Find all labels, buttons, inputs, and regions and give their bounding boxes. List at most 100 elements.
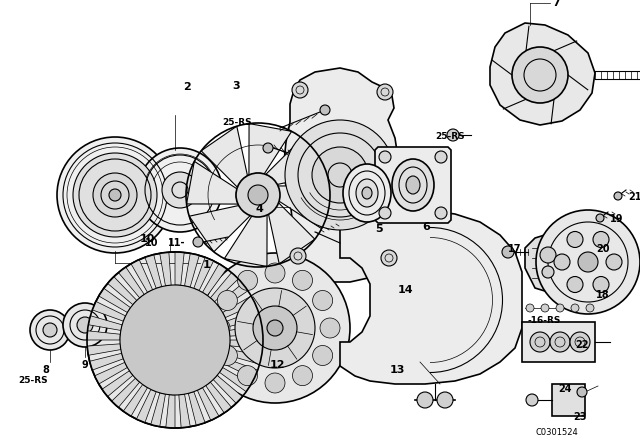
Circle shape [312, 345, 333, 366]
Text: 10: 10 [140, 234, 156, 244]
Circle shape [593, 232, 609, 247]
Circle shape [292, 271, 312, 290]
Polygon shape [88, 316, 122, 331]
Polygon shape [249, 124, 292, 175]
Polygon shape [266, 138, 327, 185]
Circle shape [540, 247, 556, 263]
Circle shape [265, 263, 285, 283]
Circle shape [138, 148, 222, 232]
Circle shape [554, 254, 570, 270]
Polygon shape [284, 68, 398, 282]
Polygon shape [194, 257, 214, 291]
Polygon shape [166, 395, 175, 428]
Circle shape [87, 252, 263, 428]
Polygon shape [211, 272, 238, 302]
Text: 14: 14 [398, 285, 413, 295]
Polygon shape [223, 296, 255, 318]
Circle shape [253, 306, 297, 350]
Polygon shape [188, 392, 205, 426]
Polygon shape [102, 371, 133, 396]
Text: 23: 23 [573, 412, 586, 422]
Polygon shape [228, 349, 262, 364]
Circle shape [417, 392, 433, 408]
Circle shape [218, 345, 237, 366]
Polygon shape [227, 310, 260, 327]
Text: 1: 1 [203, 260, 211, 270]
Polygon shape [189, 206, 250, 252]
Polygon shape [202, 264, 227, 296]
Text: 9: 9 [81, 360, 88, 370]
Circle shape [312, 147, 368, 203]
Circle shape [63, 303, 107, 347]
Circle shape [578, 252, 598, 272]
Ellipse shape [343, 164, 391, 222]
Circle shape [536, 210, 640, 314]
Text: 19: 19 [610, 214, 623, 224]
Polygon shape [112, 378, 140, 407]
Polygon shape [490, 23, 595, 125]
Circle shape [290, 248, 306, 264]
Circle shape [43, 323, 57, 337]
Text: 20: 20 [596, 244, 609, 254]
Text: 21: 21 [628, 192, 640, 202]
Text: 25-RS: 25-RS [435, 132, 465, 141]
Circle shape [437, 392, 453, 408]
Polygon shape [229, 325, 263, 336]
Circle shape [73, 153, 157, 237]
Circle shape [556, 304, 564, 312]
Circle shape [248, 185, 268, 205]
Polygon shape [213, 375, 243, 403]
Circle shape [57, 137, 173, 253]
Circle shape [162, 172, 198, 208]
Polygon shape [124, 384, 147, 416]
Polygon shape [95, 362, 127, 384]
Polygon shape [278, 186, 330, 228]
Text: 2: 2 [183, 82, 191, 92]
Polygon shape [145, 254, 162, 289]
Text: 4: 4 [256, 204, 264, 214]
Polygon shape [184, 253, 199, 287]
Circle shape [570, 332, 590, 352]
Circle shape [320, 318, 340, 338]
Circle shape [237, 271, 257, 290]
Circle shape [596, 214, 604, 222]
Circle shape [109, 189, 121, 201]
Text: 12: 12 [270, 360, 285, 370]
Circle shape [263, 143, 273, 153]
Circle shape [526, 394, 538, 406]
Polygon shape [118, 267, 144, 298]
Circle shape [77, 317, 93, 333]
Polygon shape [522, 322, 595, 362]
Circle shape [447, 129, 459, 141]
Text: 22: 22 [575, 340, 589, 350]
Ellipse shape [406, 176, 420, 194]
Circle shape [567, 276, 583, 293]
Ellipse shape [356, 179, 378, 207]
Circle shape [542, 266, 554, 278]
Circle shape [265, 373, 285, 393]
Polygon shape [160, 252, 171, 286]
Text: -16-RS: -16-RS [528, 316, 561, 325]
Circle shape [541, 304, 549, 312]
Circle shape [285, 120, 395, 230]
Circle shape [381, 250, 397, 266]
Polygon shape [179, 394, 190, 428]
Circle shape [577, 387, 587, 397]
Circle shape [30, 310, 70, 350]
Circle shape [235, 288, 315, 368]
Polygon shape [230, 340, 263, 349]
Circle shape [606, 254, 622, 270]
Circle shape [379, 151, 391, 163]
Circle shape [218, 290, 237, 310]
Polygon shape [92, 302, 125, 321]
Circle shape [571, 304, 579, 312]
Text: 11-: 11- [168, 238, 186, 248]
Text: 17: 17 [508, 244, 522, 254]
Polygon shape [220, 367, 252, 392]
Circle shape [267, 320, 283, 336]
Text: 3: 3 [232, 81, 239, 91]
Polygon shape [225, 215, 267, 267]
Circle shape [512, 47, 568, 103]
Circle shape [93, 173, 137, 217]
Polygon shape [87, 344, 121, 355]
